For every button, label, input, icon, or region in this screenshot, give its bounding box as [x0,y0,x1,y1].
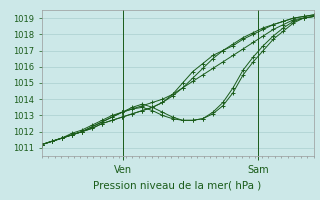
X-axis label: Pression niveau de la mer( hPa ): Pression niveau de la mer( hPa ) [93,181,262,191]
